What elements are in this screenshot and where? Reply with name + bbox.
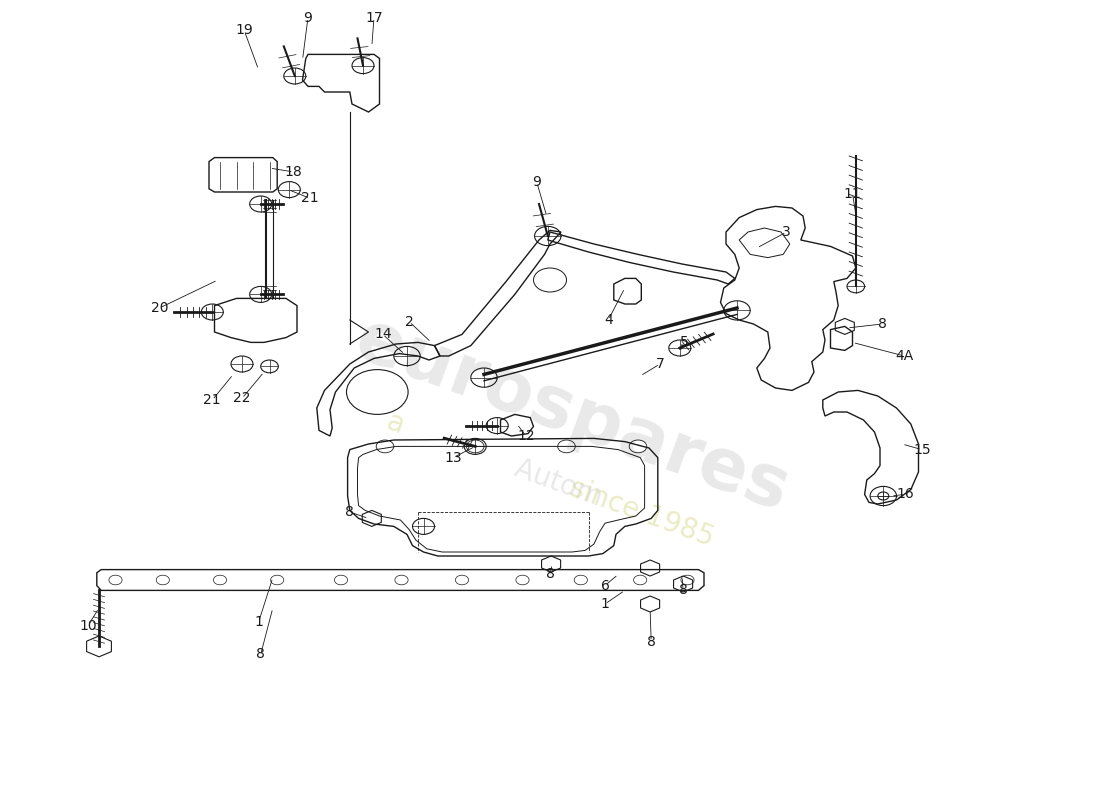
Text: 2: 2 (405, 314, 414, 329)
Text: 7: 7 (656, 357, 664, 371)
Text: 20: 20 (151, 301, 168, 315)
Text: 21: 21 (204, 393, 221, 407)
Text: 12: 12 (517, 429, 535, 443)
Text: 8: 8 (647, 634, 656, 649)
Text: 21: 21 (301, 191, 319, 206)
Text: 5: 5 (680, 335, 689, 350)
Text: 4A: 4A (895, 349, 913, 363)
Text: 22: 22 (233, 391, 251, 406)
Text: 6: 6 (601, 578, 609, 593)
Text: a                    since 1985: a since 1985 (383, 408, 717, 552)
Text: 9: 9 (304, 10, 312, 25)
Text: 9: 9 (532, 175, 541, 190)
Text: eurospares: eurospares (345, 306, 799, 526)
Text: 16: 16 (896, 487, 914, 502)
Text: 18: 18 (285, 165, 303, 179)
Text: 1: 1 (601, 597, 609, 611)
Text: 8: 8 (546, 567, 554, 582)
Text: 8: 8 (679, 583, 688, 598)
Text: 8: 8 (878, 317, 887, 331)
Text: 19: 19 (235, 23, 253, 38)
Text: Autom: Autom (494, 448, 606, 512)
Text: 13: 13 (444, 450, 462, 465)
Text: 8: 8 (345, 505, 354, 519)
Text: 11: 11 (844, 186, 861, 201)
Text: 1: 1 (254, 615, 263, 630)
Text: 10: 10 (79, 618, 97, 633)
Text: 4: 4 (604, 313, 613, 327)
Text: 17: 17 (365, 10, 383, 25)
Text: 8: 8 (256, 647, 265, 662)
Text: 3: 3 (782, 225, 791, 239)
Text: 15: 15 (913, 442, 931, 457)
Text: 14: 14 (374, 327, 392, 342)
